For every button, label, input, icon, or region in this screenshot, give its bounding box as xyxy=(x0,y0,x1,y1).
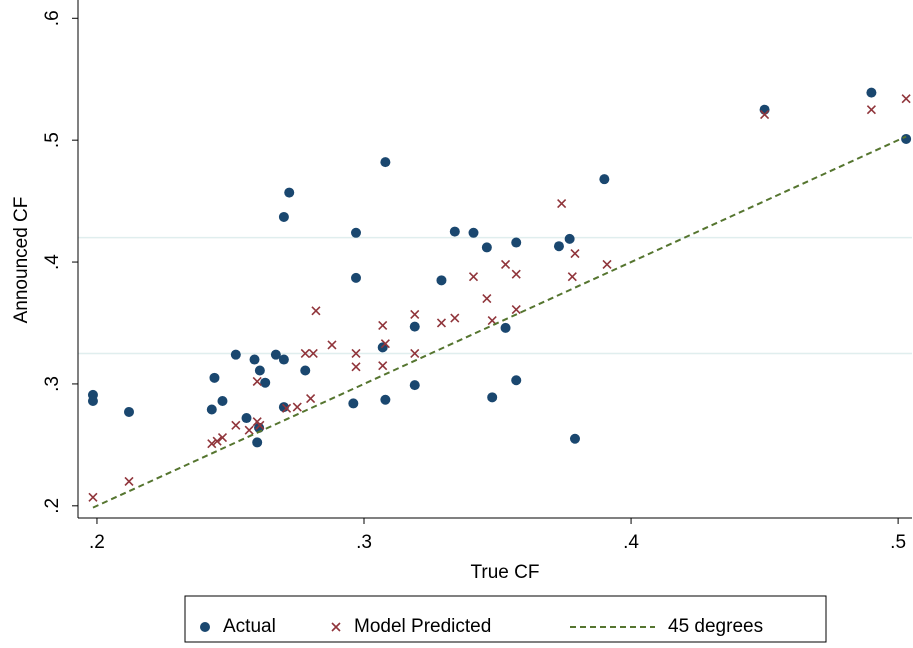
marker-x xyxy=(760,110,770,120)
marker-x xyxy=(482,294,492,304)
marker-x xyxy=(410,309,420,320)
marker-x xyxy=(436,318,447,328)
marker-x xyxy=(300,348,310,359)
marker-dot xyxy=(449,226,460,237)
marker-dot xyxy=(249,354,260,365)
marker-dot xyxy=(270,349,281,360)
marker-dot xyxy=(260,377,271,388)
marker-x xyxy=(124,476,134,487)
legend-label: Actual xyxy=(223,616,276,637)
legend-label: 45 degrees xyxy=(668,616,763,637)
legend-marker xyxy=(200,622,210,632)
marker-x xyxy=(212,436,222,446)
marker-x xyxy=(244,425,254,435)
marker-x xyxy=(306,393,316,404)
legend-box xyxy=(184,595,827,643)
marker-x xyxy=(866,105,876,115)
marker-dot xyxy=(468,227,479,238)
marker-x xyxy=(255,420,265,430)
marker-dot xyxy=(553,241,564,252)
marker-x xyxy=(901,94,911,104)
marker-x xyxy=(500,259,511,270)
y-axis-label: Announced CF xyxy=(11,197,32,324)
marker-x xyxy=(378,361,388,371)
marker-x xyxy=(567,272,577,282)
marker-x xyxy=(308,348,318,359)
marker-dot xyxy=(284,187,295,198)
marker-dot xyxy=(866,87,877,98)
marker-x xyxy=(282,403,292,413)
marker-x xyxy=(380,339,390,349)
marker-dot xyxy=(409,380,420,391)
marker-x xyxy=(450,313,460,323)
marker-x xyxy=(327,340,337,350)
marker-dot xyxy=(481,242,492,253)
marker-dot xyxy=(569,433,580,444)
marker-x xyxy=(88,492,98,502)
marker-dot xyxy=(511,375,522,386)
marker-dot xyxy=(380,394,391,405)
x-tick-label: .5 xyxy=(890,532,906,553)
x-tick-label: .4 xyxy=(623,532,639,553)
marker-dot xyxy=(87,395,98,406)
marker-dot xyxy=(124,406,135,417)
marker-x xyxy=(570,248,580,259)
marker-dot xyxy=(511,237,522,248)
x-tick-label: .2 xyxy=(89,532,105,553)
x-axis-label: True CF xyxy=(471,562,540,583)
marker-dot xyxy=(300,365,311,376)
y-tick-label: .5 xyxy=(42,132,63,148)
marker-x xyxy=(207,439,217,449)
x-tick-label: .3 xyxy=(356,532,372,553)
marker-x xyxy=(292,402,302,412)
marker-dot xyxy=(278,354,289,365)
marker-x xyxy=(311,306,321,316)
marker-dot xyxy=(487,392,498,403)
marker-dot xyxy=(348,398,359,409)
marker-dot xyxy=(351,227,361,238)
marker-x xyxy=(331,622,341,632)
marker-dot xyxy=(278,211,289,222)
marker-dot xyxy=(380,157,391,168)
marker-x xyxy=(468,272,479,282)
marker-dot xyxy=(209,372,220,383)
y-tick-label: .4 xyxy=(42,254,63,270)
marker-dot xyxy=(254,365,265,376)
marker-dot xyxy=(564,233,575,244)
marker-x xyxy=(410,348,420,359)
marker-dot xyxy=(351,272,361,283)
marker-dot xyxy=(599,174,610,185)
y-tick-label: .6 xyxy=(42,10,63,26)
marker-dot xyxy=(759,104,770,115)
y-tick-label: .3 xyxy=(42,376,63,392)
legend-label: Model Predicted xyxy=(354,616,491,637)
marker-x xyxy=(557,198,567,209)
marker-x xyxy=(602,259,612,270)
marker-x xyxy=(351,362,361,372)
marker-x xyxy=(351,348,361,359)
marker-dot xyxy=(252,437,263,448)
marker-x xyxy=(217,432,228,443)
marker-dot xyxy=(230,349,241,360)
marker-dot xyxy=(901,133,912,144)
marker-dot xyxy=(500,322,511,333)
line-45 xyxy=(92,135,907,509)
marker-x xyxy=(231,420,241,430)
marker-dot xyxy=(409,321,420,332)
marker-dot xyxy=(217,395,228,406)
marker-x xyxy=(511,305,521,315)
marker-dot xyxy=(241,413,252,424)
marker-dot xyxy=(206,404,217,415)
marker-x xyxy=(511,269,521,279)
y-tick-label: .2 xyxy=(42,498,63,514)
marker-x xyxy=(378,320,388,330)
marker-dot xyxy=(436,275,447,286)
marker-x xyxy=(252,376,262,387)
